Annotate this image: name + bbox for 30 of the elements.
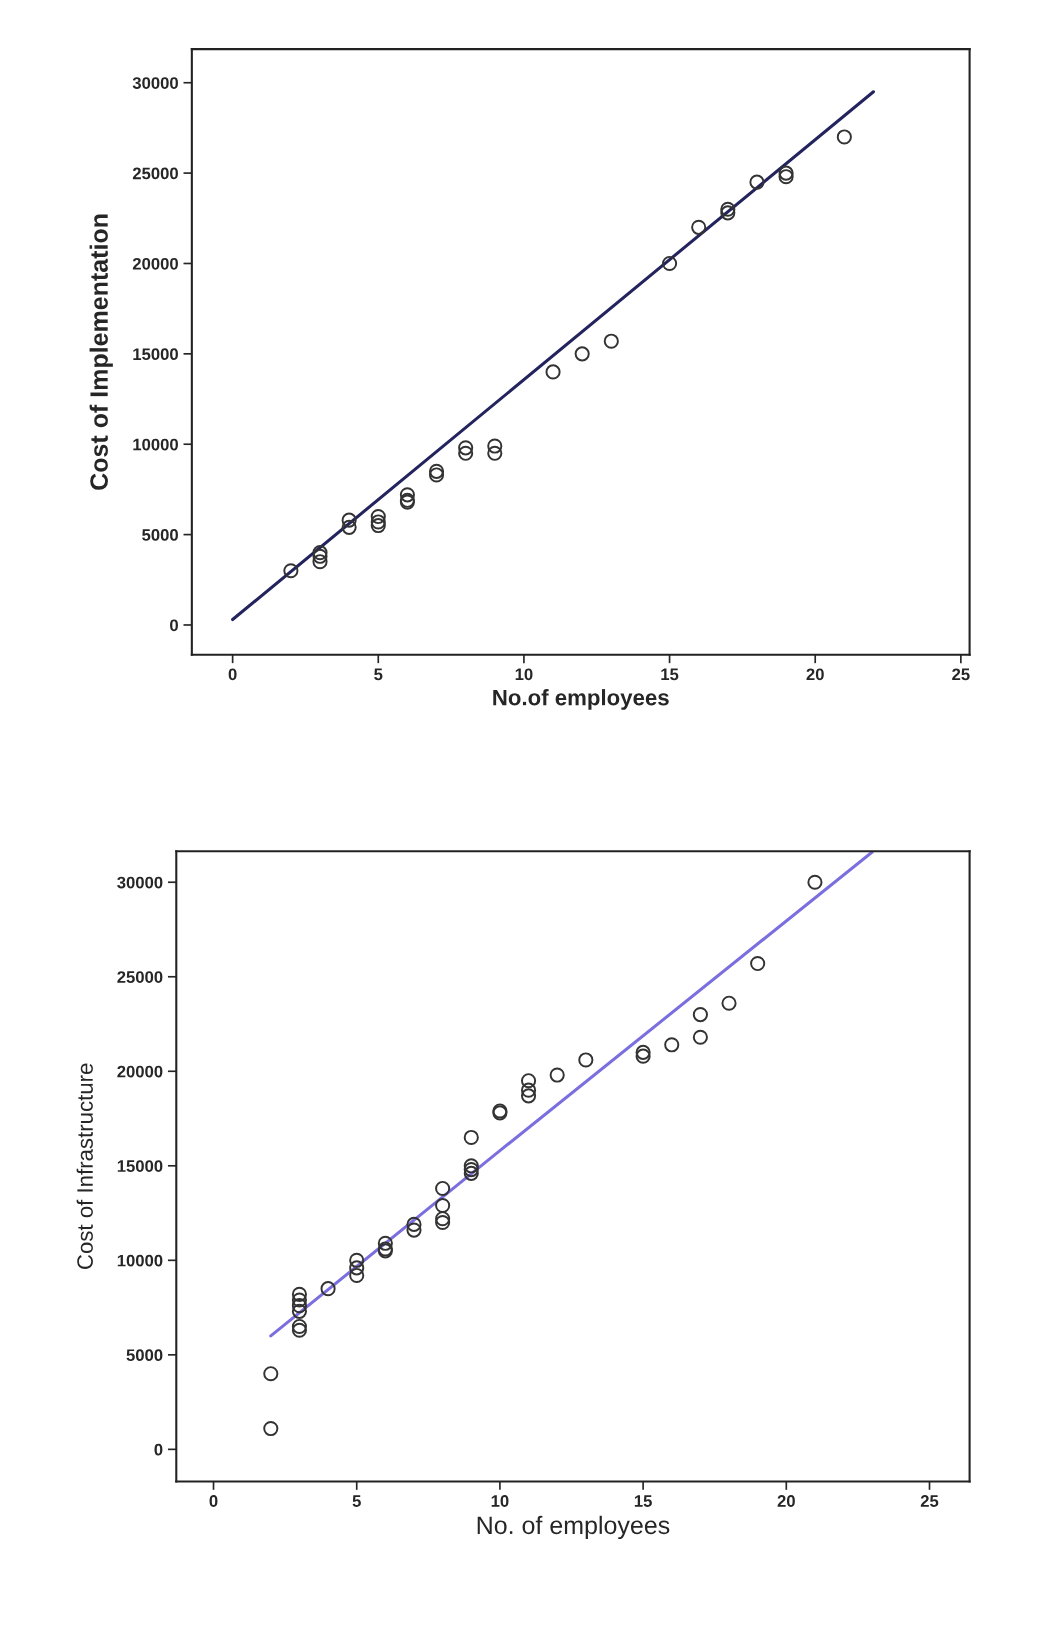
x-tick-label: 20 [777,1495,795,1507]
x-tick-label: 15 [634,1495,652,1507]
y-tick-label: 30000 [117,876,163,889]
y-tick-label: 0 [170,619,178,632]
y-tick-label: 25000 [132,167,178,180]
y-tick-label: 10000 [117,1254,163,1267]
y-tick-label: 15000 [117,1160,163,1172]
x-tick-label: 25 [920,1495,939,1507]
y-tick-label: 20000 [117,1065,163,1078]
x-tick-label: 0 [209,1495,218,1507]
x-tick-label: 5 [374,668,383,681]
y-tick-label: 30000 [132,77,178,89]
x-tick-label: 10 [515,668,533,681]
x-tick-label: 10 [491,1495,509,1507]
x-axis-title: No.of employees [493,689,669,710]
x-tick-label: 0 [228,668,237,681]
y-tick-label: 25000 [117,971,163,983]
y-tick-label: 5000 [126,1349,163,1362]
y-axis-title: Cost of Implementation [89,214,113,490]
x-tick-label: 25 [952,668,970,681]
y-tick-label: 10000 [133,438,178,451]
y-tick-label: 5000 [142,529,178,541]
x-axis-title: No. of employees [477,1515,670,1540]
y-tick-label: 0 [154,1443,163,1456]
y-axis-title: Cost of Infrastructure [76,1063,93,1269]
x-tick-label: 20 [806,668,824,681]
y-tick-label: 15000 [133,348,178,361]
x-tick-label: 5 [352,1495,361,1507]
x-tick-label: 15 [661,668,679,681]
y-tick-label: 20000 [132,257,178,270]
